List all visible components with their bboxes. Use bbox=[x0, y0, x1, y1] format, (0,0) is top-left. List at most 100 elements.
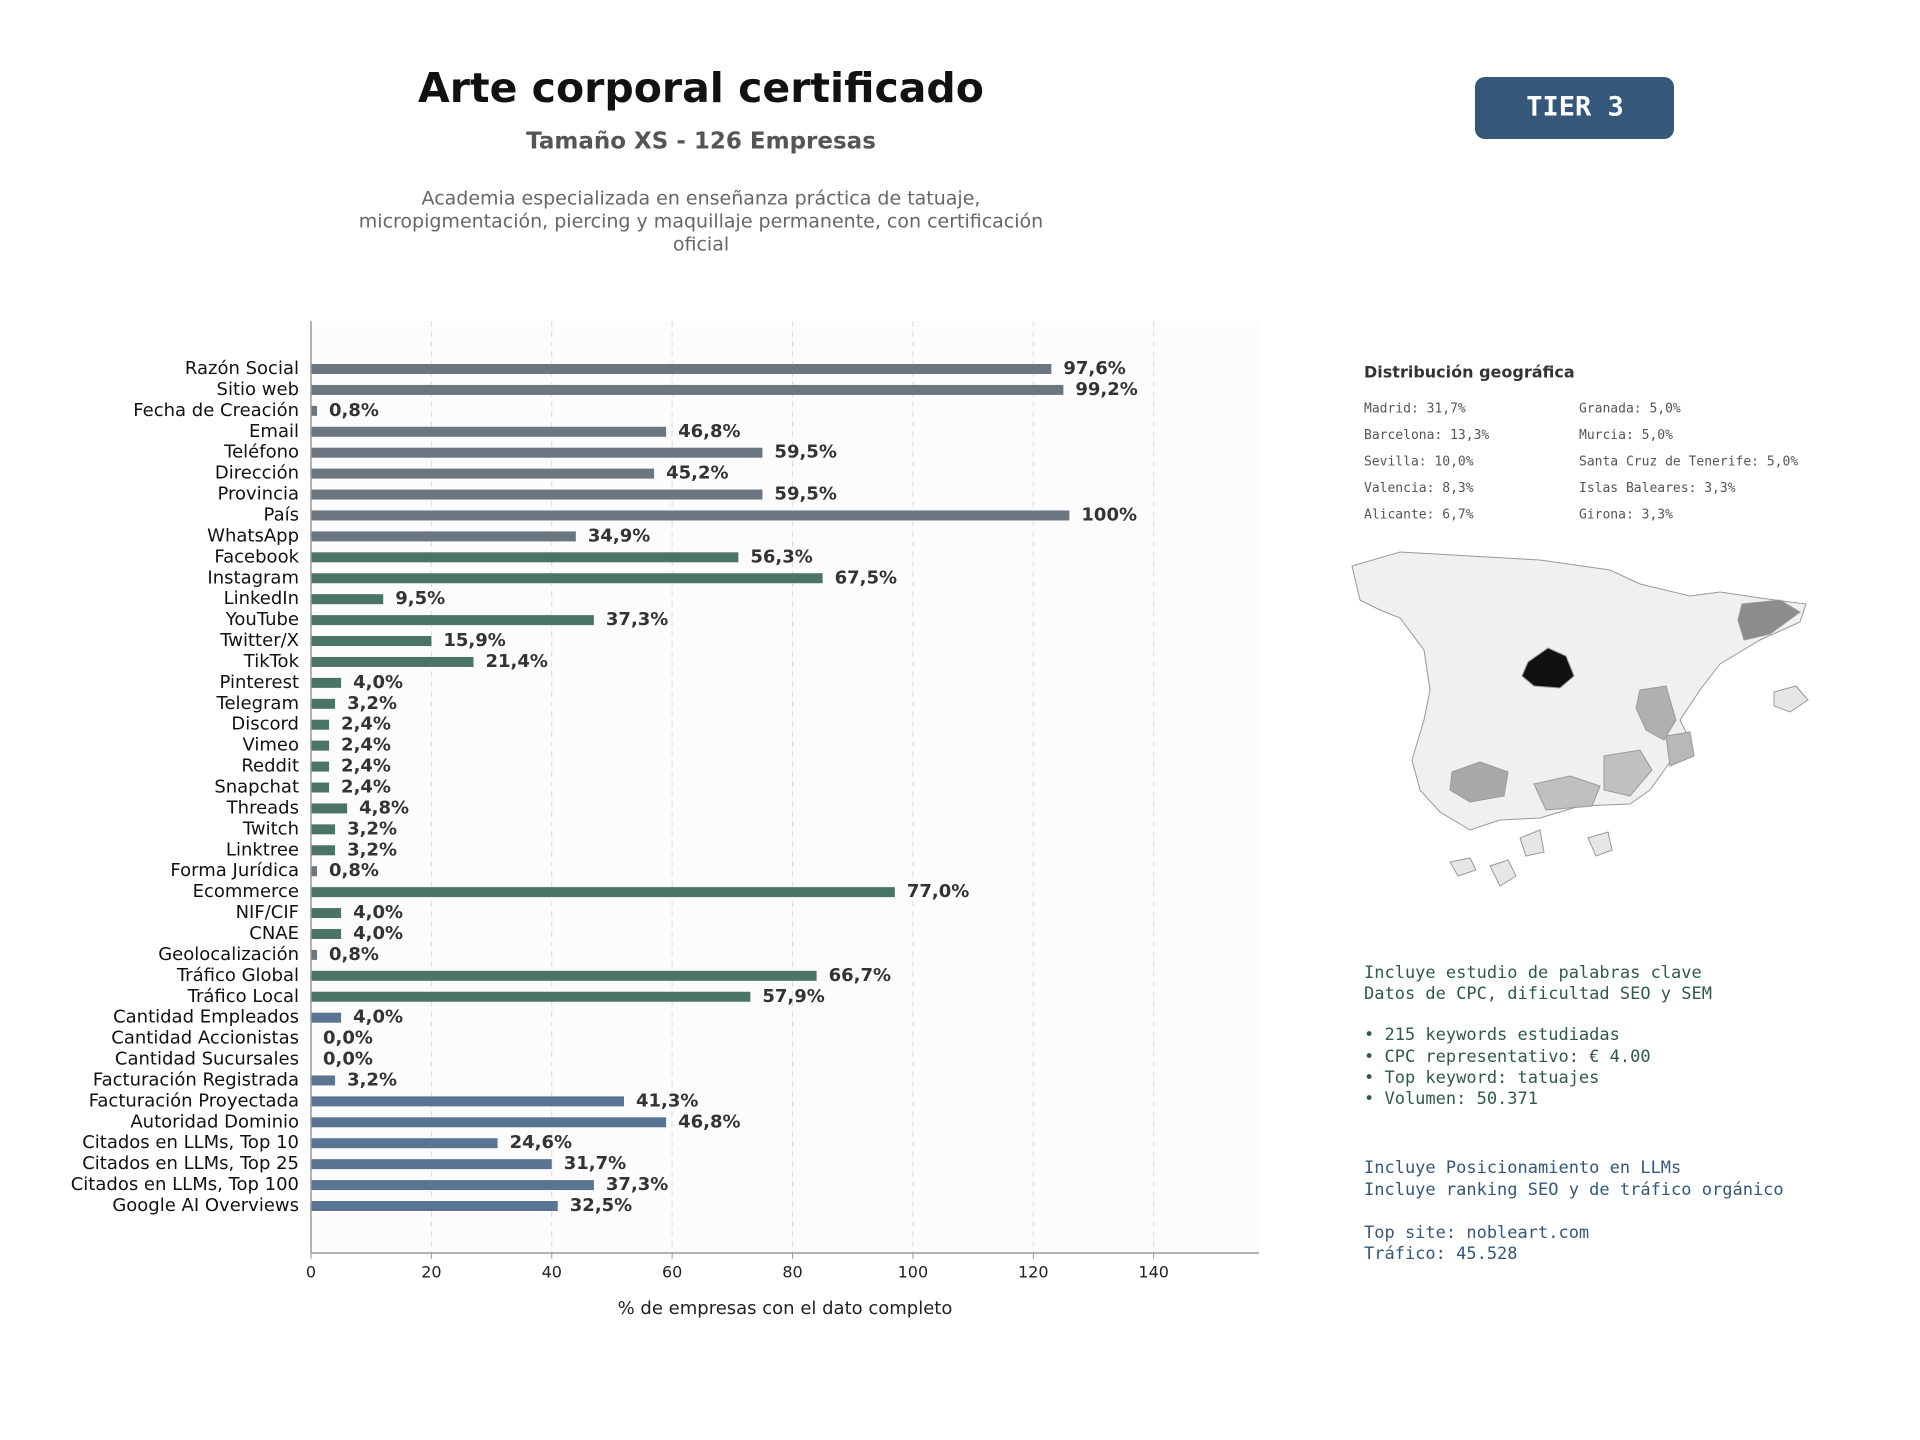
bar bbox=[311, 489, 763, 500]
bar bbox=[311, 364, 1052, 374]
value-label: 56,3% bbox=[750, 546, 812, 567]
bar bbox=[311, 426, 667, 437]
value-label: 0,8% bbox=[329, 400, 379, 421]
value-label: 59,5% bbox=[774, 484, 836, 505]
bar bbox=[311, 1180, 594, 1191]
y-tick-label: NIF/CIF bbox=[236, 902, 299, 923]
value-label: 46,8% bbox=[678, 1111, 740, 1132]
y-tick-label: Pinterest bbox=[219, 672, 299, 693]
value-label: 4,0% bbox=[353, 1007, 403, 1028]
value-label: 37,3% bbox=[606, 609, 668, 630]
bar bbox=[311, 677, 342, 688]
x-tick-label: 60 bbox=[662, 1263, 682, 1282]
y-tick-label: Tráfico Global bbox=[176, 965, 299, 986]
value-label: 31,7% bbox=[564, 1153, 626, 1174]
y-tick-label: Facturación Registrada bbox=[93, 1069, 299, 1090]
value-label: 59,5% bbox=[774, 442, 836, 463]
bar bbox=[311, 1012, 342, 1023]
bar bbox=[311, 552, 739, 563]
value-label: 3,2% bbox=[347, 1069, 397, 1090]
y-tick-label: Google AI Overviews bbox=[112, 1195, 299, 1216]
value-label: 0,0% bbox=[323, 1028, 373, 1049]
y-tick-label: Teléfono bbox=[223, 442, 299, 463]
x-tick-label: 0 bbox=[306, 1263, 316, 1282]
bar bbox=[311, 803, 348, 814]
y-tick-label: Snapchat bbox=[214, 777, 299, 798]
bar bbox=[311, 573, 823, 584]
value-label: 3,2% bbox=[347, 818, 397, 839]
title: Arte corporal certificado bbox=[418, 64, 984, 112]
y-tick-label: LinkedIn bbox=[224, 588, 299, 609]
map-murcia bbox=[1603, 749, 1653, 797]
y-tick-label: Citados en LLMs, Top 10 bbox=[82, 1132, 299, 1153]
map-sevilla bbox=[1449, 761, 1509, 803]
bars: Razón Social 97,6% Sitio web 99,2% Fecha de … bbox=[71, 358, 1138, 1216]
y-tick-label: Autoridad Dominio bbox=[130, 1111, 299, 1132]
value-label: 4,0% bbox=[353, 923, 403, 944]
geo-item: Sevilla: 10,0% bbox=[1364, 455, 1474, 470]
y-tick-label: Forma Jurídica bbox=[170, 860, 299, 881]
geo-item: Granada: 5,0% bbox=[1579, 402, 1681, 417]
bar bbox=[311, 531, 576, 542]
bar bbox=[311, 1096, 624, 1107]
bar bbox=[311, 1201, 558, 1211]
x-tick-label: 140 bbox=[1138, 1263, 1169, 1282]
value-label: 41,3% bbox=[636, 1090, 698, 1111]
keyword-line: • Top keyword: tatuajes bbox=[1364, 1068, 1599, 1088]
y-tick-label: Dirección bbox=[215, 463, 299, 484]
y-tick-label: Twitter/X bbox=[219, 630, 299, 651]
bar bbox=[311, 656, 474, 667]
x-tick-label: 80 bbox=[782, 1263, 802, 1282]
y-tick-label: WhatsApp bbox=[207, 525, 299, 546]
keyword-line: • CPC representativo: € 4.00 bbox=[1364, 1047, 1651, 1067]
y-tick-label: Cantidad Empleados bbox=[113, 1007, 299, 1028]
y-tick-label: Sitio web bbox=[217, 379, 299, 400]
y-tick-label: Telegram bbox=[216, 693, 299, 714]
keyword-line: • Volumen: 50.371 bbox=[1364, 1089, 1538, 1109]
geo-item: Valencia: 8,3% bbox=[1364, 481, 1474, 496]
value-label: 15,9% bbox=[443, 630, 505, 651]
y-tick-label: Fecha de Creación bbox=[133, 400, 299, 421]
y-tick-label: Razón Social bbox=[185, 358, 299, 379]
llm-line: Incluye ranking SEO y de tráfico orgánic… bbox=[1364, 1180, 1784, 1200]
value-label: 2,4% bbox=[341, 756, 391, 777]
keyword-line: Incluye estudio de palabras clave bbox=[1364, 963, 1702, 983]
value-label: 97,6% bbox=[1063, 358, 1125, 379]
value-label: 45,2% bbox=[666, 463, 728, 484]
bar bbox=[311, 698, 336, 709]
value-label: 4,8% bbox=[359, 797, 409, 818]
llm-line: Incluye Posicionamiento en LLMs bbox=[1364, 1158, 1681, 1178]
y-tick-label: CNAE bbox=[249, 923, 299, 944]
y-tick-label: Vimeo bbox=[242, 735, 299, 756]
map-alicante bbox=[1665, 731, 1695, 767]
bar bbox=[311, 447, 763, 458]
map bbox=[1351, 551, 1809, 887]
y-tick-label: Tráfico Local bbox=[187, 986, 299, 1007]
geo-title: Distribución geográfica bbox=[1364, 363, 1575, 382]
value-label: 3,2% bbox=[347, 839, 397, 860]
bar bbox=[311, 866, 318, 877]
value-label: 46,8% bbox=[678, 421, 740, 442]
llm-line: Tráfico: 45.528 bbox=[1364, 1244, 1518, 1264]
bar bbox=[311, 719, 330, 730]
bar bbox=[311, 970, 817, 981]
grid: 0 20 40 60 80 100 120 140 bbox=[306, 321, 1169, 1282]
bar bbox=[311, 636, 432, 647]
x-tick-label: 20 bbox=[421, 1263, 441, 1282]
value-label: 66,7% bbox=[829, 965, 891, 986]
badge bbox=[1475, 77, 1674, 139]
geo-item: Alicante: 6,7% bbox=[1364, 508, 1474, 523]
y-tick-label: Discord bbox=[231, 714, 299, 735]
bar bbox=[311, 908, 342, 919]
value-label: 24,6% bbox=[510, 1132, 572, 1153]
x-tick-label: 120 bbox=[1018, 1263, 1049, 1282]
value-label: 99,2% bbox=[1075, 379, 1137, 400]
value-label: 21,4% bbox=[486, 651, 548, 672]
bar bbox=[311, 1117, 667, 1128]
value-label: 0,0% bbox=[323, 1049, 373, 1070]
keyword-line: • 215 keywords estudiadas bbox=[1364, 1025, 1620, 1045]
value-label: 77,0% bbox=[907, 881, 969, 902]
bar bbox=[311, 1075, 336, 1086]
y-tick-label: Ecommerce bbox=[193, 881, 299, 902]
